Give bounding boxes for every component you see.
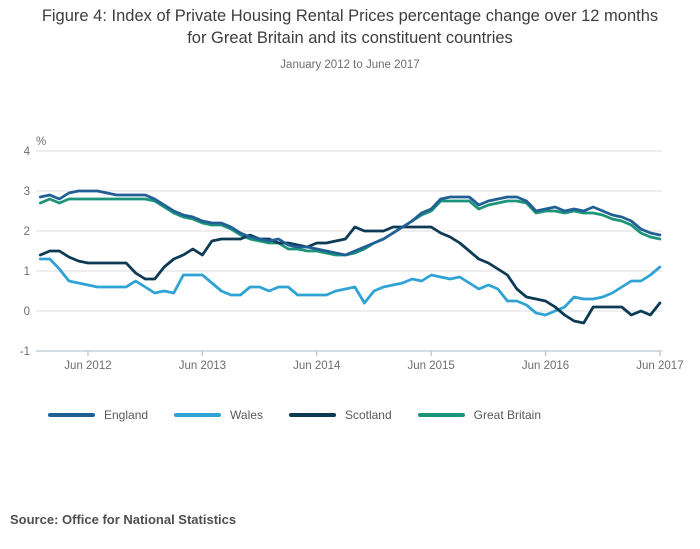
- legend-item-england[interactable]: England: [48, 408, 148, 422]
- y-tick-label: 2: [24, 226, 30, 238]
- england-line-swatch: [48, 413, 95, 417]
- legend-item-wales[interactable]: Wales: [174, 408, 263, 422]
- legend-label-great-britain: Great Britain: [473, 408, 542, 422]
- x-tick-label: Jun 2015: [407, 360, 454, 372]
- y-tick-label: 0: [24, 306, 30, 318]
- x-tick-label: Jun 2014: [293, 360, 341, 372]
- wales-line-swatch: [174, 413, 222, 417]
- legend-label-england: England: [104, 408, 149, 422]
- great-britain-line-swatch: [417, 413, 465, 417]
- y-tick-label: -1: [20, 346, 30, 358]
- x-tick-label: Jun 2016: [522, 360, 569, 372]
- x-tick-label: Jun 2017: [636, 360, 683, 372]
- series-line-great-britain: [38, 197, 662, 257]
- x-tick-label: Jun 2013: [179, 360, 226, 372]
- chart-title: Figure 4: Index of Private Housing Renta…: [41, 7, 659, 47]
- legend-item-scotland[interactable]: Scotland: [288, 408, 392, 422]
- series-line-wales: [38, 257, 662, 317]
- x-tick-label: Jun 2012: [64, 360, 111, 372]
- y-tick-label: 1: [24, 266, 30, 278]
- legend: England Wales Scotland Great Britain: [48, 408, 541, 422]
- series-line-england: [38, 189, 662, 257]
- source-note: Source: Office for National Statistics: [10, 512, 237, 527]
- series-line-scotland: [38, 225, 662, 325]
- y-tick-label: 4: [24, 146, 31, 158]
- scotland-line-swatch: [288, 413, 336, 417]
- legend-item-great-britain[interactable]: Great Britain: [417, 408, 542, 422]
- line-chart-plot: 4 3 2 1 0 -1% Jun 2012 Jun 2013 Jun 2014 Jun 2015…: [20, 136, 684, 372]
- y-axis-unit-label: %: [36, 136, 46, 148]
- y-tick-label: 3: [24, 186, 30, 198]
- legend-label-scotland: Scotland: [344, 408, 392, 422]
- chart-subtitle: January 2012 to June 2017: [280, 59, 420, 71]
- legend-label-wales: Wales: [230, 408, 263, 422]
